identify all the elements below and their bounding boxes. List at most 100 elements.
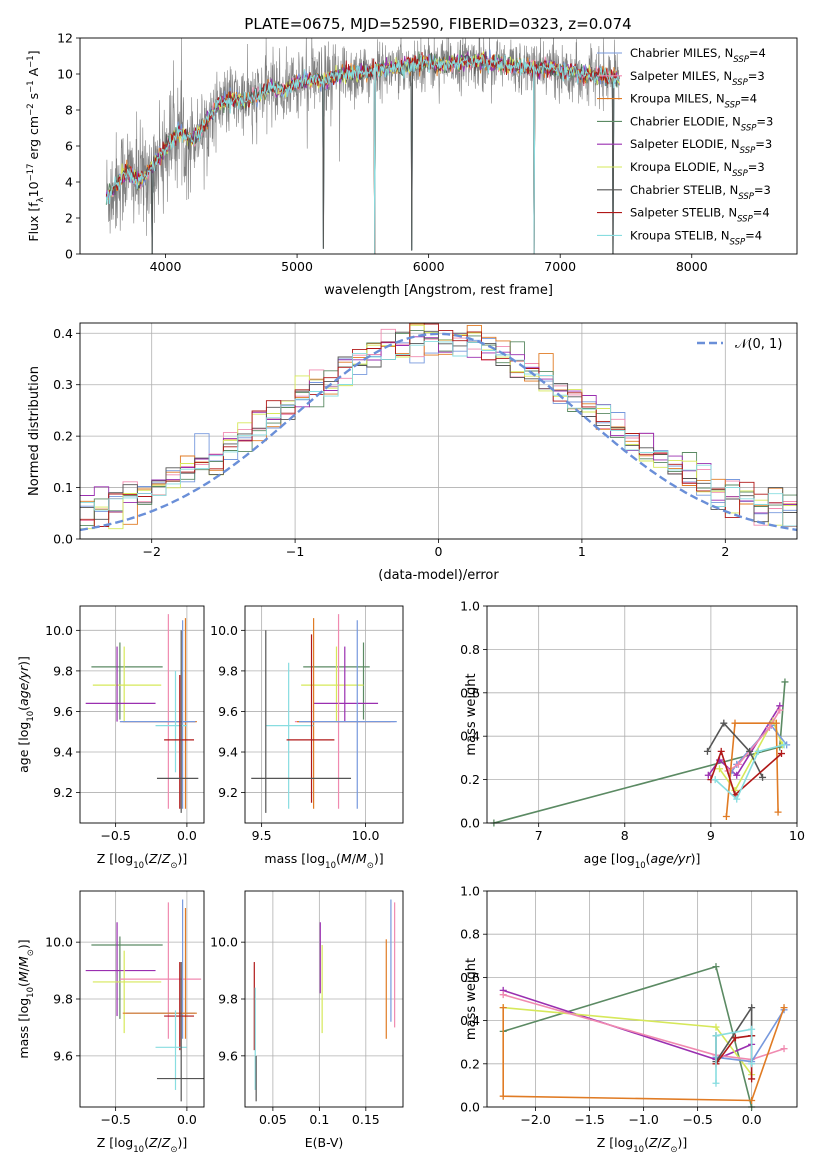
weight-marker-salpeter-miles: [734, 760, 742, 768]
x-tick-label: 7000: [544, 259, 576, 274]
y-tick-label: 9.2: [218, 785, 238, 800]
normal-distribution-curve: [80, 332, 797, 532]
figure-title: PLATE=0675, MJD=52590, FIBERID=0323, z=0…: [244, 15, 631, 33]
x-tick-label: −1.0: [628, 1112, 658, 1127]
y-axis-label: age [log10(age/yr)]: [16, 656, 36, 773]
y-axis-label: mass weight: [464, 958, 479, 1040]
x-tick-label: 0.0: [177, 828, 197, 843]
weight-marker-salpeter-elodie: [704, 771, 712, 779]
y-tick-label: 9.6: [218, 704, 238, 719]
y-tick-label: 0.4: [53, 326, 73, 341]
mass-vs-metallicity-panel: −0.5 0.0 9.6 9.8 10.0 Z [log10(Z/Z⊙)] mass [lo…: [16, 890, 205, 1155]
y-tick-label: 1.0: [460, 599, 480, 614]
weight-line-kroupa-stelib: [714, 744, 785, 801]
y-tick-label: 9.2: [53, 785, 73, 800]
y-tick-label: 0.8: [460, 642, 480, 657]
weight-marker-kroupa-miles: [780, 1004, 788, 1012]
y-axis-label: mass weight: [464, 673, 479, 755]
weight-marker-chabrier-stelib: [759, 773, 767, 781]
x-tick-label: −0.5: [682, 1112, 712, 1127]
x-tick-label: 6000: [413, 259, 445, 274]
model-spectrum-kroupa-stelib: [105, 54, 620, 254]
y-tick-label: 9.8: [218, 663, 238, 678]
y-tick-label: 2: [65, 211, 73, 226]
weight-marker-salpeter-miles: [780, 1045, 788, 1053]
weight-marker-kroupa-stelib: [711, 776, 719, 784]
y-tick-label: 9.8: [218, 992, 238, 1007]
weight-marker-kroupa-stelib: [754, 747, 762, 755]
axes-frame: [79, 37, 798, 255]
weight-marker-salpeter-miles: [499, 991, 507, 999]
y-tick-label: 0: [65, 247, 73, 262]
legend-label-normal: 𝒩(0, 1): [735, 337, 782, 352]
weight-line-chabrier-stelib: [706, 721, 764, 778]
axes-frame: [486, 890, 798, 1108]
x-tick-label: 4000: [150, 259, 182, 274]
y-tick-label: 0.2: [460, 772, 480, 787]
x-tick-label: 0.0: [742, 1112, 762, 1127]
x-tick-label: −1.5: [574, 1112, 604, 1127]
weight-marker-salpeter-stelib: [778, 750, 785, 758]
y-tick-label: 9.6: [218, 1048, 238, 1063]
y-tick-label: 10.0: [45, 935, 73, 950]
x-tick-label: 8000: [676, 259, 708, 274]
y-tick-label: 0.4: [460, 729, 480, 744]
x-tick-label: 9.5: [252, 828, 272, 843]
y-axis-label: mass [log10(M/M⊙)]: [16, 939, 36, 1058]
y-tick-label: 9.4: [218, 745, 238, 760]
x-axis-label: wavelength [Angstrom, rest frame]: [324, 283, 553, 298]
axes-frame: [486, 605, 798, 824]
x-tick-label: 10.0: [352, 828, 380, 843]
residual-histogram-salpeter-stelib: [80, 323, 797, 527]
y-tick-label: 0.2: [53, 429, 73, 444]
weight-marker-chabrier-stelib: [703, 747, 711, 755]
y-tick-label: 0.1: [53, 480, 73, 495]
weight-marker-kroupa-miles: [499, 1004, 507, 1012]
x-axis-label: Z [log10(Z/Z⊙)]: [597, 1135, 687, 1155]
y-tick-label: 0.0: [460, 816, 480, 831]
weight-marker-kroupa-elodie: [712, 1023, 720, 1031]
weight-marker-kroupa-stelib: [748, 1025, 756, 1033]
weight-marker-salpeter-stelib: [717, 747, 725, 755]
mass-weight-vs-metallicity-panel: −2.0 −1.5 −1.0 −0.5 0.0 0.0 0.2 0.4 0.6 0.8 1.0 Z […: [460, 884, 798, 1155]
x-tick-label: 8: [621, 828, 629, 843]
weight-marker-kroupa-miles: [499, 1092, 507, 1100]
y-tick-label: 8: [65, 103, 73, 118]
weight-line-kroupa-miles: [502, 1007, 785, 1102]
x-axis-label: mass [log10(M/M⊙)]: [264, 851, 383, 871]
x-tick-label: −2.0: [520, 1112, 550, 1127]
weight-marker-kroupa-miles: [748, 1097, 756, 1105]
weight-marker-kroupa-miles: [722, 812, 730, 820]
residual-histogram-kroupa-stelib: [80, 341, 797, 527]
x-axis-label: (data-model)/error: [378, 568, 499, 583]
y-tick-label: 10.0: [210, 623, 238, 638]
mass-vs-extinction-panel: 0.05 0.1 0.15 9.6 9.8 10.0 E(B-V): [210, 890, 404, 1150]
y-tick-label: 9.4: [53, 745, 73, 760]
weight-marker-kroupa-miles: [731, 719, 739, 727]
weight-marker-chabrier-elodie: [781, 678, 789, 686]
weight-marker-salpeter-stelib: [748, 1075, 756, 1083]
weight-marker-kroupa-elodie: [716, 765, 723, 773]
x-axis-label: E(B-V): [305, 1135, 344, 1150]
x-tick-label: 0.0: [177, 1112, 197, 1127]
y-tick-label: 12: [57, 31, 73, 46]
x-tick-label: 0.15: [352, 1112, 380, 1127]
weight-marker-salpeter-miles: [776, 706, 784, 714]
x-tick-label: 0.05: [259, 1112, 287, 1127]
x-tick-label: 0: [435, 544, 443, 559]
axes-frame: [79, 890, 205, 1108]
y-tick-label: 10.0: [210, 935, 238, 950]
x-tick-label: 0.1: [309, 1112, 329, 1127]
weight-marker-kroupa-stelib: [733, 795, 741, 803]
x-axis-label: Z [log10(Z/Z⊙)]: [97, 1135, 187, 1155]
weight-marker-salpeter-miles: [765, 724, 773, 732]
y-tick-label: 0.0: [53, 532, 73, 547]
age-vs-mass-panel: 9.5 10.0 9.2 9.4 9.6 9.8 10.0 mass [log10(M/M⊙)…: [210, 605, 404, 871]
y-tick-label: 0.6: [460, 970, 480, 985]
weight-marker-kroupa-stelib: [712, 1079, 720, 1087]
y-tick-label: 9.6: [53, 1048, 73, 1063]
y-tick-label: 9.8: [53, 992, 73, 1007]
x-tick-label: −0.5: [100, 828, 130, 843]
weight-line-kroupa-stelib: [715, 1028, 753, 1084]
